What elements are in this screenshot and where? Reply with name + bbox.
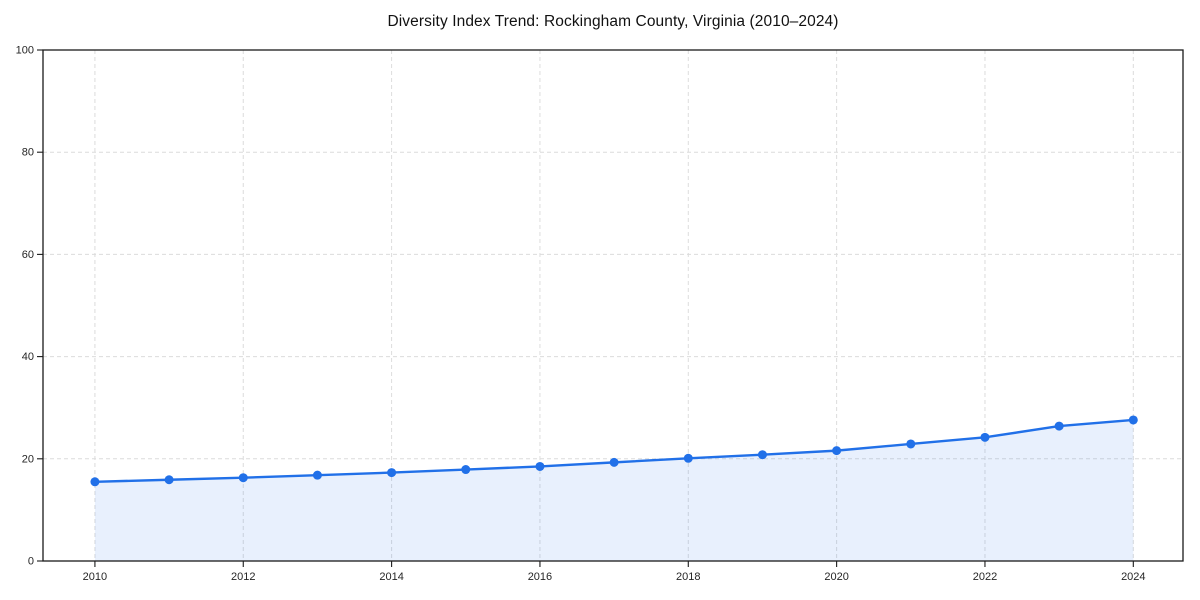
data-points (90, 415, 1138, 487)
data-point (90, 477, 100, 487)
data-point (757, 450, 767, 460)
x-tick-label: 2012 (231, 571, 255, 583)
data-point (387, 468, 397, 478)
x-tick-label: 2014 (379, 571, 403, 583)
data-point (312, 470, 322, 480)
data-point (461, 465, 471, 475)
data-point (906, 439, 916, 449)
data-point (164, 475, 174, 485)
x-tick-label: 2010 (83, 571, 107, 583)
area-fill (94, 419, 1134, 561)
data-point (609, 457, 619, 467)
data-point (832, 446, 842, 456)
data-point (535, 461, 545, 471)
data-point (1054, 421, 1064, 431)
x-tick-label: 2020 (824, 571, 848, 583)
axis-ticks (37, 49, 1134, 567)
y-tick-label: 80 (22, 147, 34, 159)
plot-border (42, 49, 1184, 562)
y-tick-label: 0 (28, 556, 34, 568)
y-tick-label: 100 (16, 45, 34, 57)
axis-tick-labels: 0 20 40 60 80 100 2010 2012 2014 2016 2018 2020 2022… (16, 45, 1146, 584)
y-tick-label: 60 (22, 249, 34, 261)
y-tick-label: 20 (22, 453, 34, 465)
x-tick-label: 2024 (1121, 571, 1145, 583)
data-point (238, 473, 248, 483)
x-tick-label: 2018 (676, 571, 700, 583)
data-point (683, 453, 693, 463)
chart-title: Diversity Index Trend: Rockingham County… (387, 13, 839, 30)
y-tick-label: 40 (22, 351, 34, 363)
x-tick-label: 2022 (973, 571, 997, 583)
data-point (1128, 415, 1138, 425)
x-tick-label: 2016 (528, 571, 552, 583)
data-point (980, 432, 990, 442)
